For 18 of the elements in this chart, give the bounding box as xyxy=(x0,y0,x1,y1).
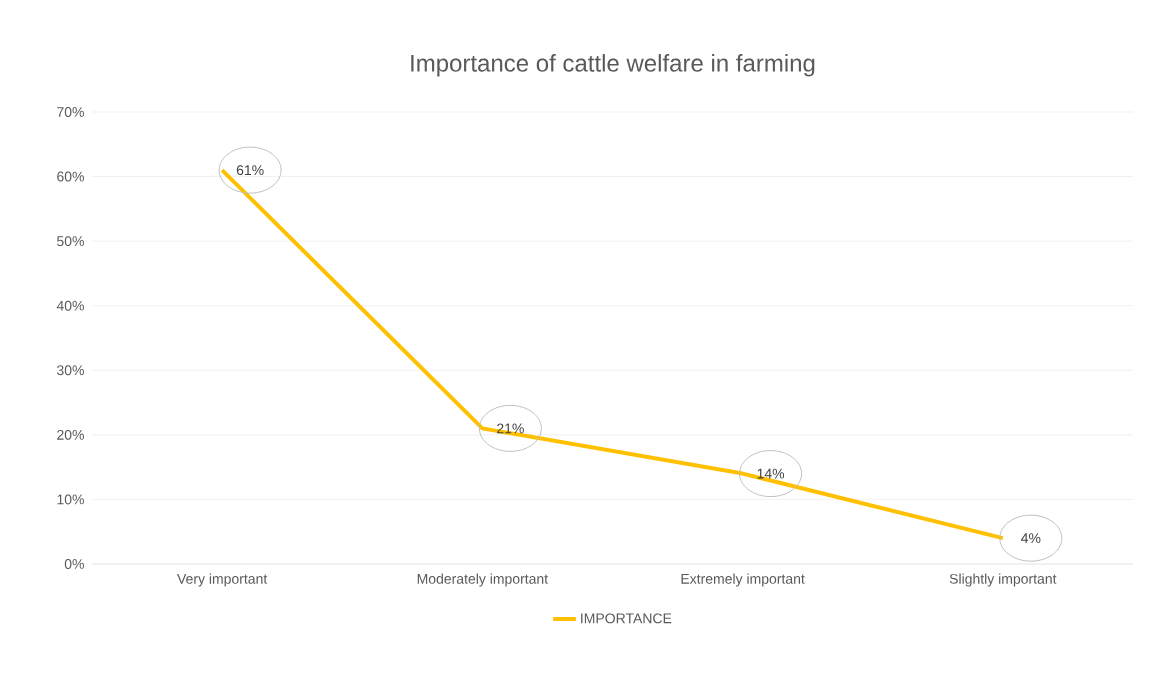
chart-title: Importance of cattle welfare in farming xyxy=(411,54,815,77)
x-tick-label: Moderately important xyxy=(417,573,548,587)
y-tick-label: 50% xyxy=(57,236,84,247)
y-tick-label: 20% xyxy=(57,429,84,440)
legend-label: IMPORTANCE xyxy=(581,613,672,624)
y-tick-label: 60% xyxy=(57,171,84,182)
x-tick-label: Slightly important xyxy=(949,573,1057,587)
data-label: 21% xyxy=(497,423,524,434)
data-label: 14% xyxy=(757,468,785,479)
x-tick-label: Extremely important xyxy=(681,573,805,587)
y-tick-label: 10% xyxy=(57,494,84,505)
y-tick-label: 70% xyxy=(57,107,84,117)
data-label: 4% xyxy=(1021,533,1041,544)
y-tick-label: 30% xyxy=(56,365,84,376)
x-tick-label: Very important xyxy=(177,573,268,587)
y-tick-label: 0% xyxy=(64,559,84,569)
y-tick-label: 40% xyxy=(56,300,84,311)
data-label: 61% xyxy=(236,165,264,176)
